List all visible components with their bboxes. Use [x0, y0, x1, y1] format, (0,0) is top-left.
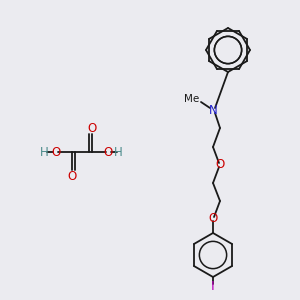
Text: O: O: [208, 212, 217, 226]
Text: O: O: [87, 122, 97, 134]
Text: O: O: [68, 169, 76, 182]
Text: H: H: [114, 146, 122, 158]
Text: O: O: [103, 146, 112, 158]
Text: I: I: [211, 280, 215, 293]
Text: N: N: [208, 103, 217, 116]
Text: H: H: [40, 146, 48, 158]
Text: O: O: [215, 158, 225, 172]
Text: O: O: [51, 146, 61, 158]
Text: Me: Me: [184, 94, 200, 104]
